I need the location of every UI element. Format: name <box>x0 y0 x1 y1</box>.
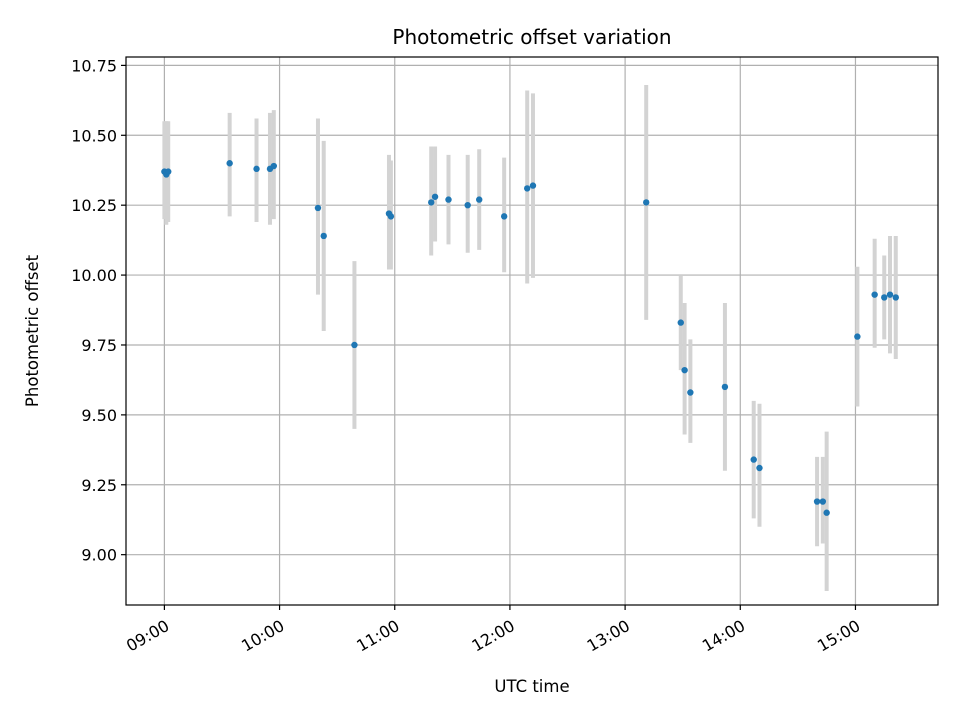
data-point <box>721 383 729 391</box>
data-point <box>320 232 327 240</box>
data-point <box>445 196 452 203</box>
data-points <box>161 160 899 516</box>
data-point <box>253 165 260 173</box>
y-tick-label: 10.50 <box>71 126 117 145</box>
data-point <box>881 294 888 301</box>
data-point <box>819 498 827 505</box>
data-point <box>524 185 531 192</box>
y-tick-label: 9.50 <box>81 406 117 425</box>
y-tick-label: 10.25 <box>71 196 117 215</box>
data-point <box>823 509 830 516</box>
data-point <box>854 333 861 340</box>
data-point <box>681 366 688 374</box>
plot-frame <box>125 56 939 606</box>
data-point <box>270 162 278 170</box>
data-point <box>351 341 358 349</box>
y-axis-ticks: 9.00 9.25 9.50 9.75 10.00 10.25 10.50 10.75 <box>71 56 126 565</box>
data-point <box>892 294 899 301</box>
data-point <box>813 498 821 505</box>
y-tick-label: 10.00 <box>71 266 117 285</box>
x-axis-label: UTC time <box>494 677 569 696</box>
chart-title: Photometric offset variation <box>392 25 671 49</box>
data-point <box>226 160 233 167</box>
data-point <box>886 291 894 298</box>
data-point <box>687 389 694 396</box>
data-point <box>871 291 878 298</box>
y-tick-label: 9.75 <box>81 336 117 355</box>
data-point <box>677 319 684 326</box>
y-tick-label: 9.00 <box>81 546 117 565</box>
data-point <box>431 193 439 200</box>
data-point <box>464 201 471 209</box>
data-point <box>165 168 172 175</box>
data-point <box>529 182 537 189</box>
data-point <box>387 213 395 220</box>
data-point <box>428 199 435 206</box>
y-tick-label: 10.75 <box>71 56 117 75</box>
data-point <box>476 196 483 203</box>
data-point <box>643 199 650 206</box>
data-point <box>500 213 508 220</box>
data-point <box>750 456 757 463</box>
y-axis-label: Photometric offset <box>23 254 42 407</box>
data-point <box>756 464 763 472</box>
y-tick-label: 9.25 <box>81 476 117 495</box>
data-point <box>314 204 322 212</box>
